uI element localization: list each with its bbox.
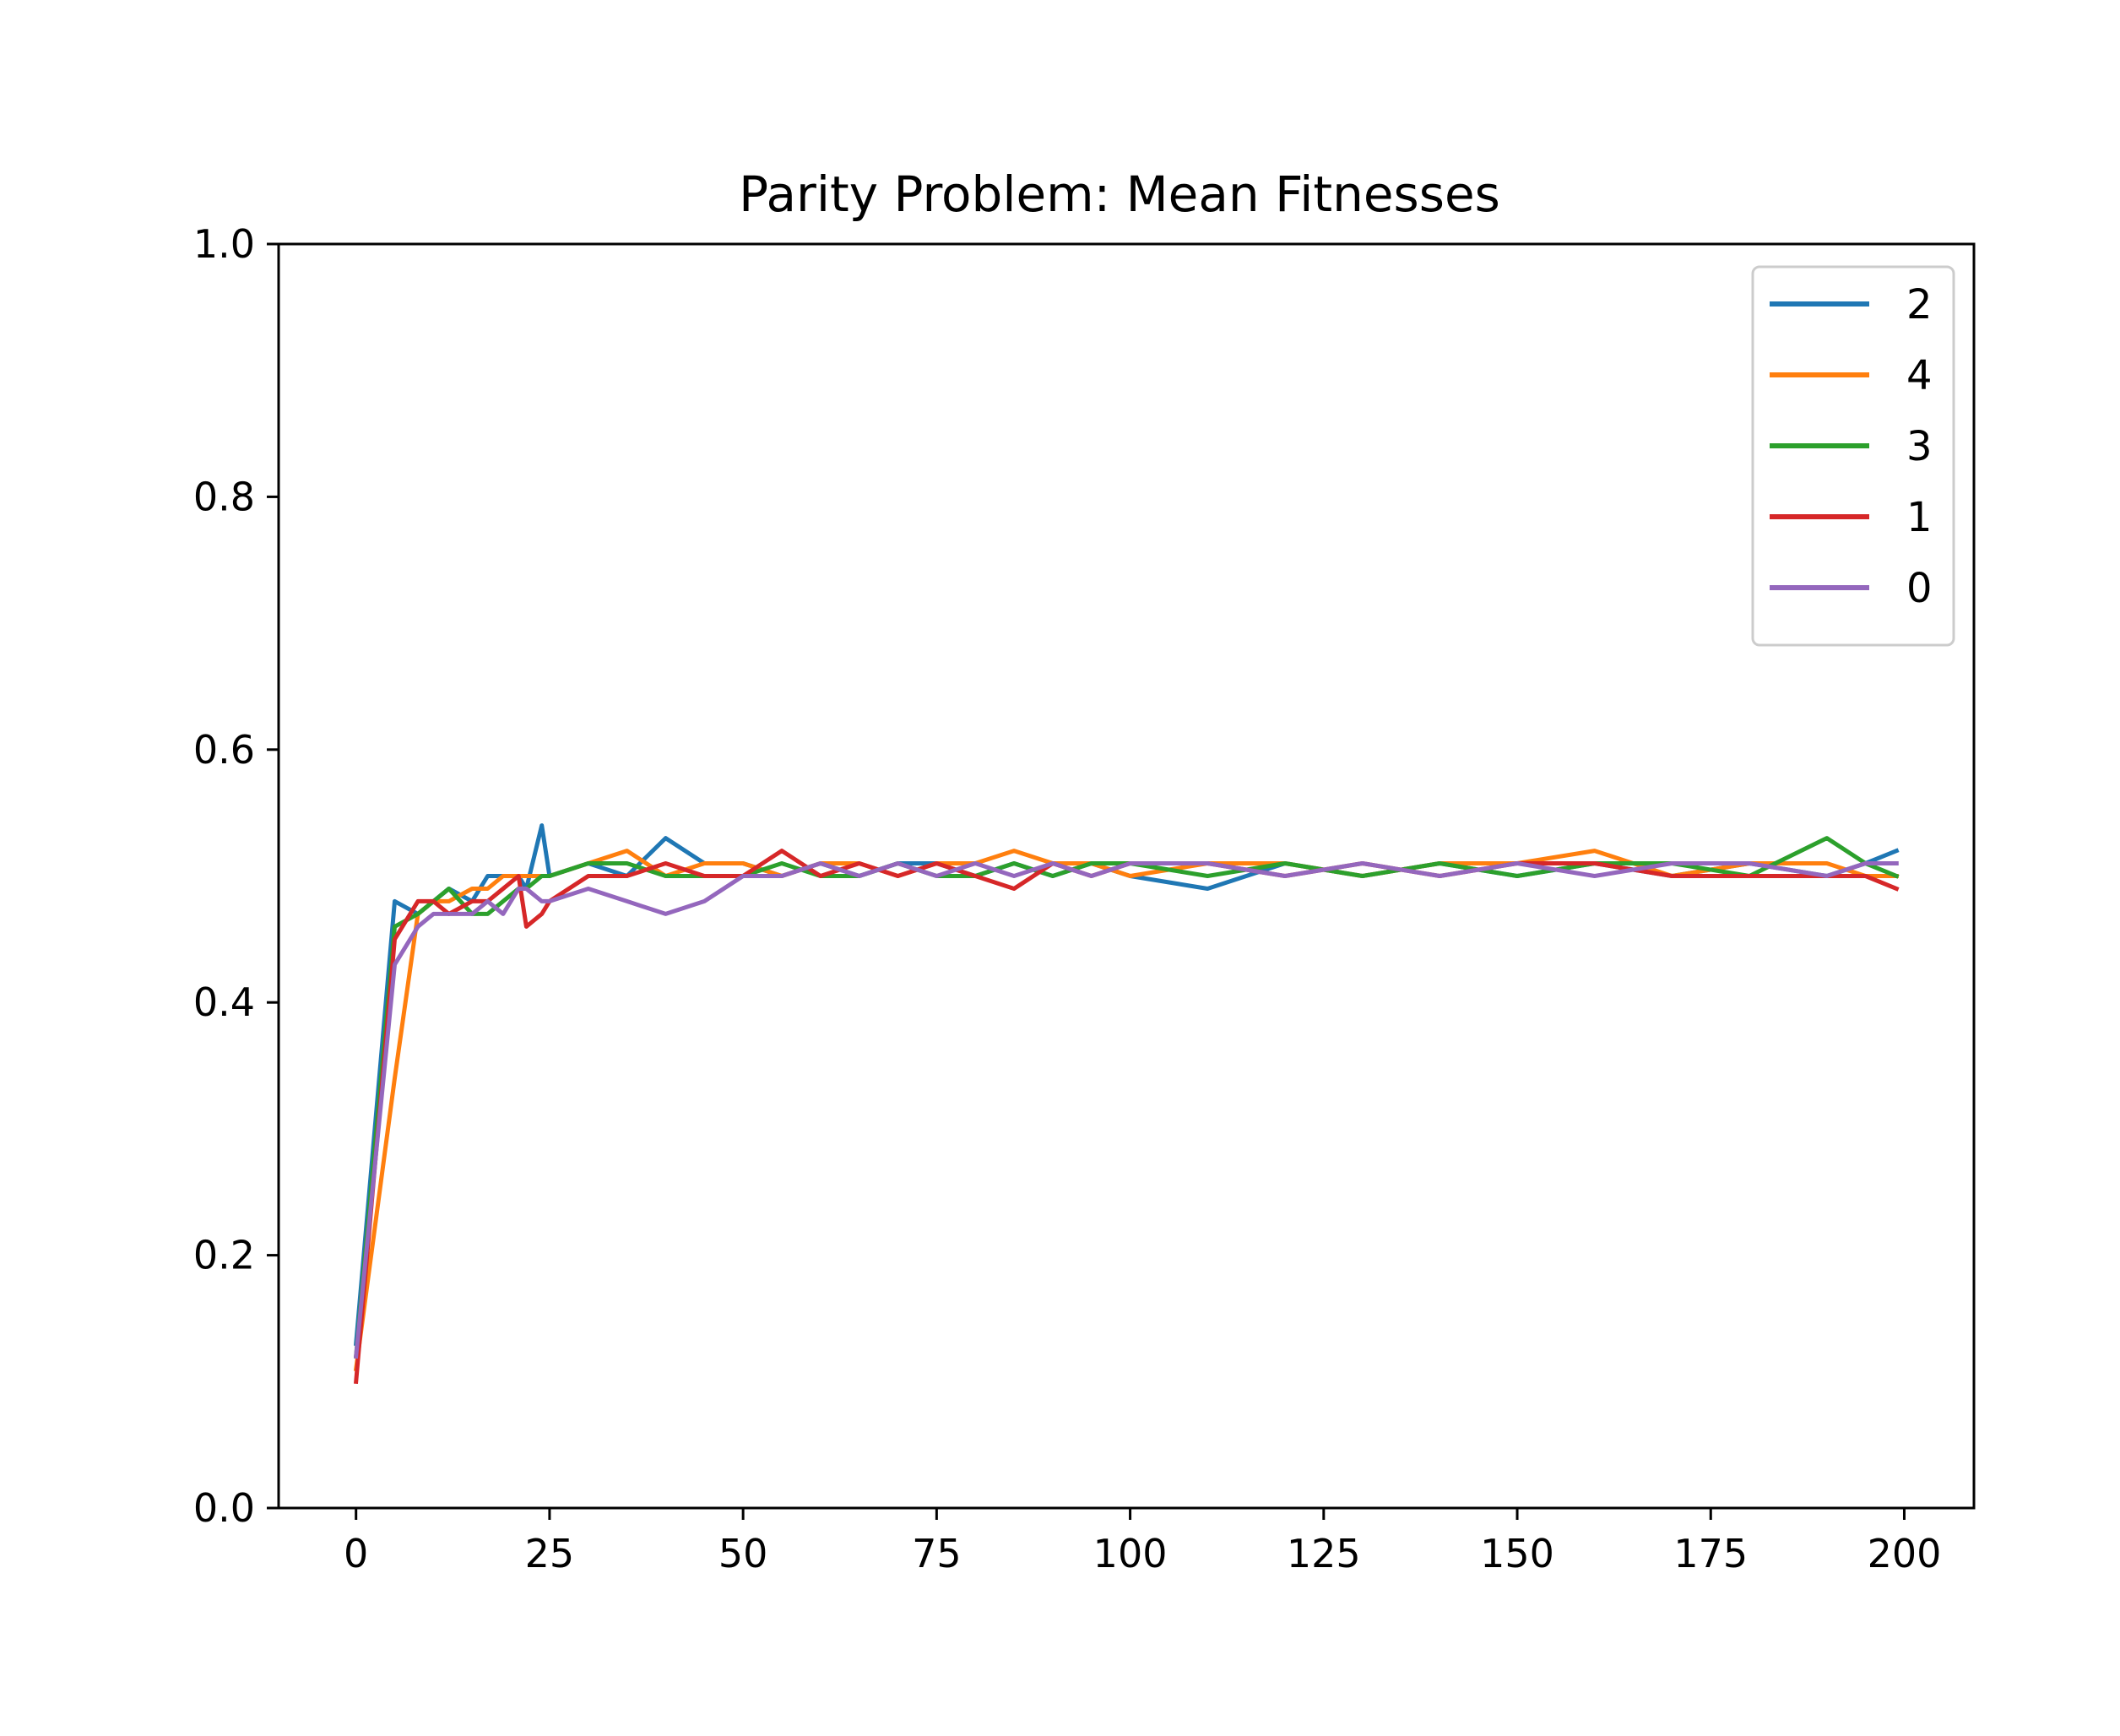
series-line-3 [353, 836, 1900, 1359]
legend-label-0: 0 [1906, 565, 1933, 612]
chart-title: Parity Problem: Mean Fitnesses [739, 165, 1500, 223]
legend-label-1: 1 [1906, 494, 1933, 541]
x-tick-label: 150 [1480, 1531, 1554, 1576]
y-tick-label: 0.8 [193, 474, 255, 519]
legend: 2 4 3 1 0 [1751, 265, 1955, 647]
legend-label-4: 4 [1906, 352, 1933, 399]
legend-label-3: 3 [1906, 423, 1933, 470]
y-tick-label: 0.0 [193, 1485, 255, 1531]
y-tick-label: 0.2 [193, 1233, 255, 1278]
x-tick-label: 125 [1287, 1531, 1361, 1576]
y-tick-label: 1.0 [193, 221, 255, 267]
series-line-0 [353, 861, 1899, 1359]
x-tick-label: 100 [1093, 1531, 1168, 1576]
legend-label-2: 2 [1906, 281, 1933, 328]
x-tick-label: 175 [1673, 1531, 1748, 1576]
x-tick-label: 25 [525, 1531, 575, 1576]
legend-box [1751, 265, 1955, 647]
axes-frame [277, 242, 1976, 1510]
x-tick-label: 75 [912, 1531, 962, 1576]
x-tick-label: 200 [1868, 1531, 1942, 1576]
x-tick-label: 50 [718, 1531, 768, 1576]
plot-area: 0 25 50 75 100 125 150 175 200 0.0 0.2 0.4 0.6 0.8 1.0 [193, 221, 1976, 1576]
x-tick-label: 0 [344, 1531, 368, 1576]
y-tick-label: 0.6 [193, 727, 255, 773]
y-tick-label: 0.4 [193, 979, 255, 1025]
